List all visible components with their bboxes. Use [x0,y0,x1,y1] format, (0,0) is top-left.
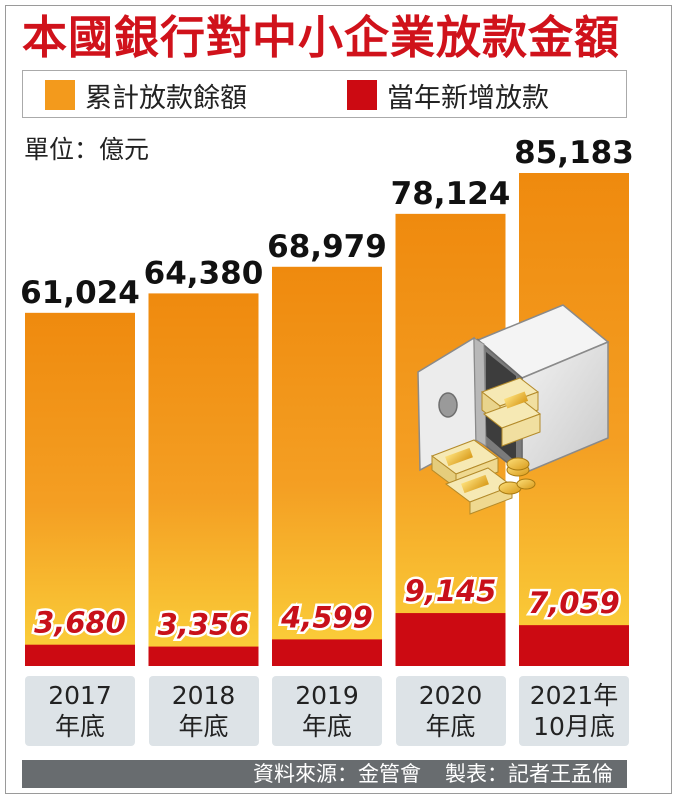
legend-label-total: 累計放款餘額 [85,82,247,114]
total-value-label-1: 64,380 [144,255,264,291]
category-label-3: 2020 年底 [395,676,506,746]
total-value-label-4: 85,183 [514,135,634,171]
category-line1-2: 2019 [295,681,359,710]
legend-swatch-total [45,80,75,110]
bar-new-2 [272,639,382,666]
data-source-text: 資料來源：金管會 [253,762,421,786]
new-value-label-3: 9,145 [405,574,497,608]
total-value-label-2: 68,979 [267,229,387,265]
category-label-1: 2018 年底 [148,676,259,746]
bar-new-1 [148,646,259,666]
total-value-label-0: 61,024 [20,275,140,311]
category-line2-4: 10月底 [533,712,615,741]
category-line2-0: 年底 [54,712,105,741]
category-line1-4: 2021年 [529,681,619,710]
bar-new-4 [519,625,629,666]
legend-item-new: 當年新增放款 [347,79,549,114]
legend-swatch-new [347,80,377,110]
bar-new-3 [395,613,506,666]
new-value-label-0: 3,680 [34,606,126,640]
unit-label: 單位：億元 [24,135,150,164]
new-value-label-4: 7,059 [528,586,620,620]
safe-with-money-icon [417,304,610,515]
chart-title: 本國銀行對中小企業放款金額 [22,11,621,64]
new-value-label-2: 4,599 [280,600,373,634]
category-line1-0: 2017 [48,681,112,710]
category-line1-1: 2018 [171,681,236,710]
source-bar: 資料來源：金管會 製表：記者王孟倫 [22,760,627,788]
bar-new-0 [25,644,135,666]
new-value-label-1: 3,356 [158,608,250,642]
bar-total-1 [148,293,259,666]
category-label-4: 2021年 10月底 [519,676,629,746]
category-line2-2: 年底 [301,712,352,741]
legend-item-total: 累計放款餘額 [45,79,247,114]
category-line1-3: 2020 [418,681,483,710]
legend: 累計放款餘額 當年新增放款 [22,70,627,118]
category-label-0: 2017 年底 [25,676,135,746]
bar-total-0 [25,312,135,666]
legend-label-new: 當年新增放款 [387,82,549,114]
category-label-2: 2019 年底 [272,676,382,746]
total-value-label-3: 78,124 [391,176,511,212]
made-by-text: 製表：記者王孟倫 [445,762,613,786]
category-line2-3: 年底 [425,712,476,741]
category-line2-1: 年底 [178,712,229,741]
bar-total-2 [272,266,382,666]
